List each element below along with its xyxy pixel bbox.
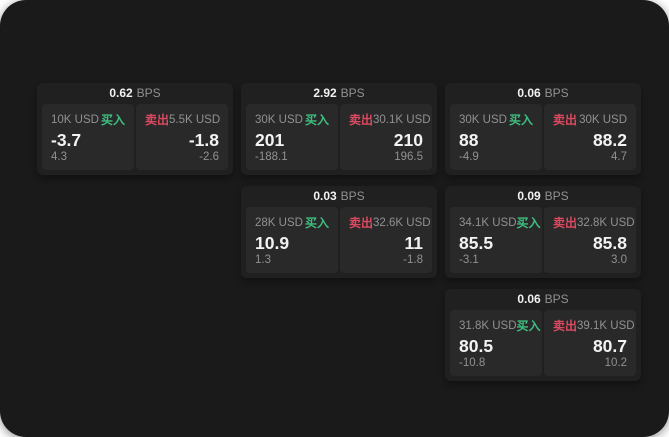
spread-bps-unit: BPS: [544, 189, 569, 203]
spread-header: 0.09 BPS: [445, 186, 641, 207]
sell-delta: 4.7: [611, 151, 627, 163]
spread-bps-value: 2.92: [313, 86, 337, 100]
buy-button[interactable]: 买入: [100, 113, 125, 127]
quote-tiles: 30K USD 买入 201 -188.1 卖出 30.1K USD 210 1…: [241, 104, 437, 175]
sell-delta: 10.2: [604, 357, 627, 369]
sell-delta: 196.5: [394, 151, 423, 163]
quote-tiles: 31.8K USD 买入 80.5 -10.8 卖出 39.1K USD 80.…: [445, 310, 641, 381]
sell-button[interactable]: 卖出: [145, 113, 170, 127]
buy-size-label: 10K USD: [51, 113, 99, 126]
buy-delta: -188.1: [255, 151, 288, 163]
quote-card: 0.09 BPS 34.1K USD 买入 85.5 -3.1 卖出 32.8K…: [445, 186, 641, 278]
sell-quote-tile: 卖出 30K USD 88.2 4.7: [544, 104, 636, 170]
quote-card: 0.06 BPS 31.8K USD 买入 80.5 -10.8 卖出 39.1…: [445, 289, 641, 381]
spread-bps-unit: BPS: [544, 86, 569, 100]
sell-quote-tile: 卖出 32.8K USD 85.8 3.0: [544, 207, 636, 273]
spread-header: 0.06 BPS: [445, 83, 641, 104]
spread-bps-unit: BPS: [136, 86, 161, 100]
sell-price: 80.7: [592, 335, 627, 356]
spread-header: 0.06 BPS: [445, 289, 641, 310]
sell-quote-tile: 卖出 30.1K USD 210 196.5: [340, 104, 432, 170]
quote-tiles: 28K USD 买入 10.9 1.3 卖出 32.6K USD 11 -1.8: [241, 207, 437, 278]
buy-delta: 4.3: [51, 151, 67, 163]
buy-quote-tile: 30K USD 买入 88 -4.9: [450, 104, 542, 170]
buy-price: 88: [459, 129, 479, 150]
sell-price: 210: [393, 129, 423, 150]
quote-card: 2.92 BPS 30K USD 买入 201 -188.1 卖出 30.1K …: [241, 83, 437, 175]
spread-bps-unit: BPS: [544, 292, 569, 306]
buy-button[interactable]: 买入: [304, 113, 329, 127]
buy-quote-tile: 30K USD 买入 201 -188.1: [246, 104, 338, 170]
buy-delta: 1.3: [255, 254, 271, 266]
sell-size-label: 39.1K USD: [577, 319, 635, 332]
sell-size-label: 32.6K USD: [373, 216, 431, 229]
sell-size-label: 30K USD: [579, 113, 627, 126]
buy-size-label: 30K USD: [255, 113, 303, 126]
spread-bps-unit: BPS: [340, 86, 365, 100]
sell-delta: 3.0: [611, 254, 627, 266]
buy-size-label: 28K USD: [255, 216, 303, 229]
sell-size-label: 30.1K USD: [373, 113, 431, 126]
buy-quote-tile: 28K USD 买入 10.9 1.3: [246, 207, 338, 273]
spread-bps-value: 0.62: [109, 86, 133, 100]
sell-price: 11: [404, 232, 424, 253]
buy-size-label: 31.8K USD: [459, 319, 517, 332]
sell-button[interactable]: 卖出: [349, 216, 374, 230]
sell-quote-tile: 卖出 5.5K USD -1.8 -2.6: [136, 104, 228, 170]
spread-header: 2.92 BPS: [241, 83, 437, 104]
buy-size-label: 34.1K USD: [459, 216, 517, 229]
buy-price: 201: [255, 129, 285, 150]
buy-delta: -3.1: [459, 254, 479, 266]
quote-card: 0.06 BPS 30K USD 买入 88 -4.9 卖出 30K USD 8…: [445, 83, 641, 175]
sell-quote-tile: 卖出 39.1K USD 80.7 10.2: [544, 310, 636, 376]
spread-bps-unit: BPS: [340, 189, 365, 203]
buy-button[interactable]: 买入: [516, 216, 541, 230]
buy-delta: -4.9: [459, 151, 479, 163]
spread-bps-value: 0.09: [517, 189, 541, 203]
quote-tiles: 10K USD 买入 -3.7 4.3 卖出 5.5K USD -1.8 -2.…: [37, 104, 233, 175]
sell-size-label: 32.8K USD: [577, 216, 635, 229]
sell-size-label: 5.5K USD: [169, 113, 221, 126]
spread-header: 0.03 BPS: [241, 186, 437, 207]
buy-quote-tile: 10K USD 买入 -3.7 4.3: [42, 104, 134, 170]
sell-price: 88.2: [592, 129, 627, 150]
buy-price: -3.7: [51, 129, 82, 150]
sell-button[interactable]: 卖出: [553, 113, 578, 127]
buy-size-label: 30K USD: [459, 113, 507, 126]
buy-quote-tile: 34.1K USD 买入 85.5 -3.1: [450, 207, 542, 273]
quote-card: 0.62 BPS 10K USD 买入 -3.7 4.3 卖出 5.5K USD…: [37, 83, 233, 175]
buy-quote-tile: 31.8K USD 买入 80.5 -10.8: [450, 310, 542, 376]
sell-delta: -2.6: [199, 151, 219, 163]
sell-delta: -1.8: [403, 254, 423, 266]
sell-button[interactable]: 卖出: [553, 319, 578, 333]
quote-card: 0.03 BPS 28K USD 买入 10.9 1.3 卖出 32.6K US…: [241, 186, 437, 278]
sell-price: -1.8: [188, 129, 219, 150]
quote-tiles: 34.1K USD 买入 85.5 -3.1 卖出 32.8K USD 85.8…: [445, 207, 641, 278]
buy-button[interactable]: 买入: [304, 216, 329, 230]
buy-price: 80.5: [459, 335, 494, 356]
spread-bps-value: 0.03: [313, 189, 337, 203]
sell-button[interactable]: 卖出: [349, 113, 374, 127]
sell-price: 85.8: [592, 232, 627, 253]
buy-price: 10.9: [255, 232, 290, 253]
spread-bps-value: 0.06: [517, 86, 541, 100]
spread-bps-value: 0.06: [517, 292, 541, 306]
buy-delta: -10.8: [459, 357, 486, 369]
spread-header: 0.62 BPS: [37, 83, 233, 104]
sell-button[interactable]: 卖出: [553, 216, 578, 230]
quote-tiles: 30K USD 买入 88 -4.9 卖出 30K USD 88.2 4.7: [445, 104, 641, 175]
buy-price: 85.5: [459, 232, 494, 253]
buy-button[interactable]: 买入: [508, 113, 533, 127]
buy-button[interactable]: 买入: [516, 319, 541, 333]
sell-quote-tile: 卖出 32.6K USD 11 -1.8: [340, 207, 432, 273]
